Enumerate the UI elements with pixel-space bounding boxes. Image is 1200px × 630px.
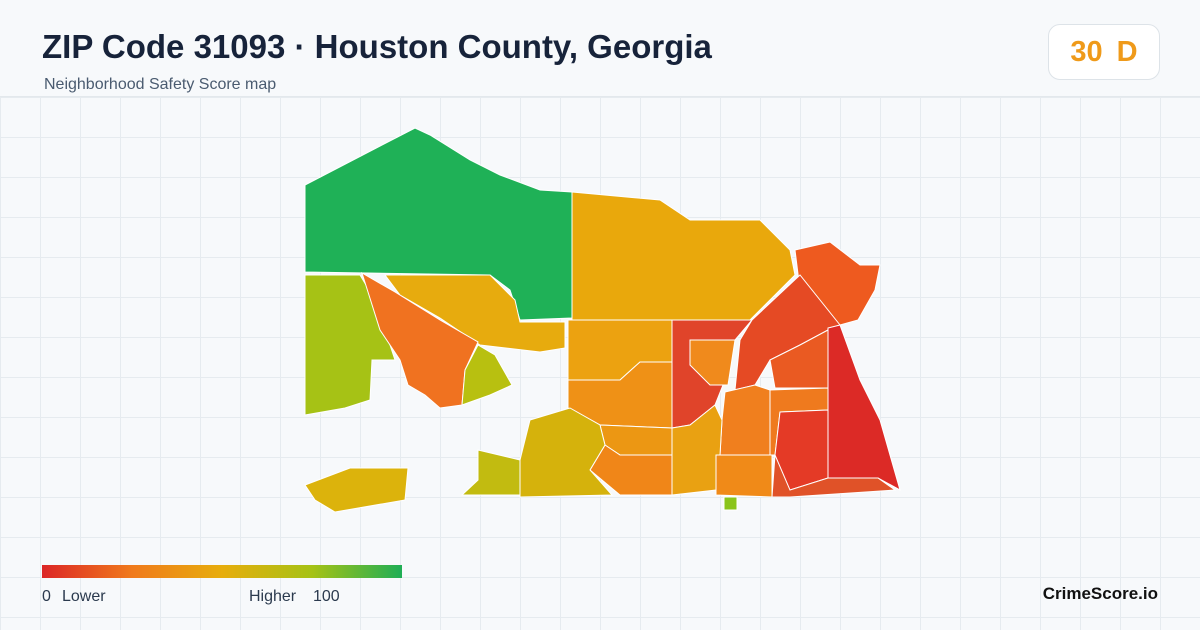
region	[771, 454, 897, 498]
legend-max: 100	[313, 588, 340, 605]
title: ZIP Code 31093 · Houston County, Georgia	[42, 28, 712, 65]
region	[384, 274, 566, 353]
region	[460, 449, 521, 496]
region	[361, 271, 479, 409]
legend-max-label: Higher	[249, 588, 297, 605]
region	[304, 467, 409, 513]
score-value: 30	[1070, 35, 1103, 68]
region	[769, 329, 829, 389]
region	[519, 407, 614, 498]
region	[715, 454, 773, 498]
score-grade: D	[1116, 35, 1138, 68]
region	[827, 324, 901, 492]
subtitle: Neighborhood Safety Score map	[44, 76, 277, 93]
region	[723, 496, 738, 511]
brand: CrimeScore.io	[1042, 584, 1158, 603]
score-badge: 30 D	[1048, 24, 1160, 80]
legend-gradient	[42, 565, 402, 578]
region	[689, 339, 736, 386]
region	[671, 404, 723, 496]
region	[461, 344, 513, 406]
region	[571, 191, 796, 321]
region	[719, 384, 771, 456]
header: ZIP Code 31093 · Houston County, Georgia…	[0, 0, 1200, 97]
legend-min-label: Lower	[62, 588, 106, 605]
legend-min: 0	[42, 588, 51, 605]
